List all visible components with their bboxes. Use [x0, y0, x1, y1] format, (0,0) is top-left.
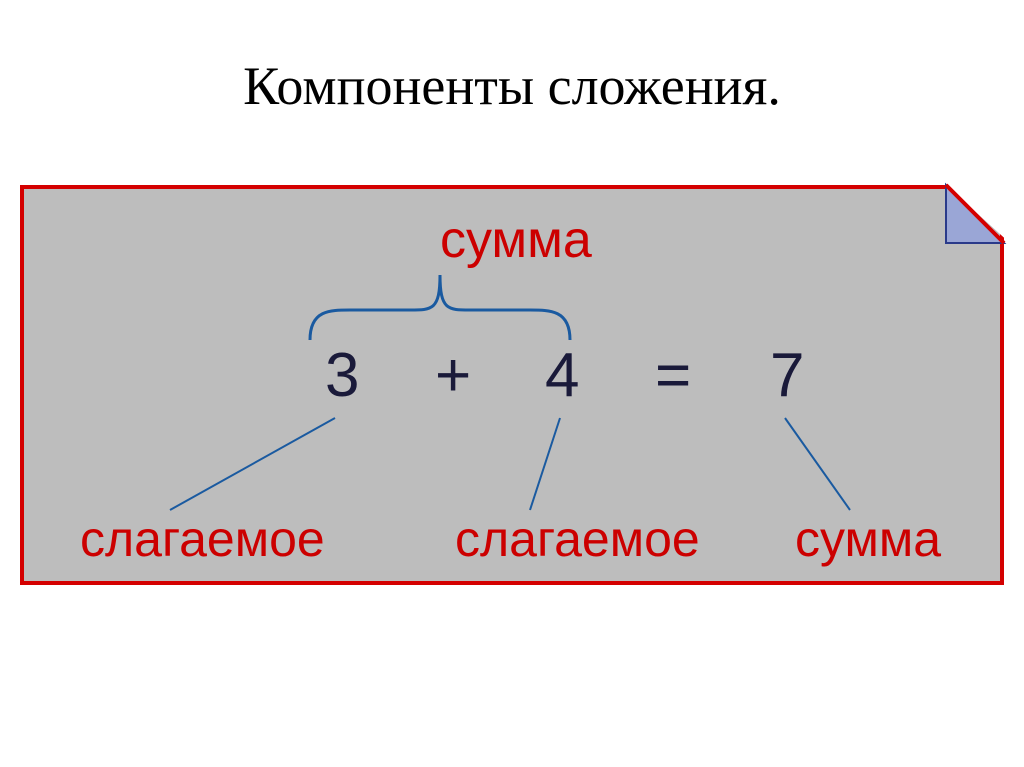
bottom-label-addend-2: слагаемое — [455, 510, 700, 568]
bottom-label-addend-1: слагаемое — [80, 510, 325, 568]
plus-operator: + — [435, 340, 471, 411]
equation: 3 + 4 = 7 — [0, 0, 1024, 767]
addend-1: 3 — [325, 340, 359, 411]
equals-operator: = — [655, 340, 691, 411]
slide: Компоненты сложения. сумма 3 + 4 = 7 сла… — [0, 0, 1024, 767]
sum-result: 7 — [770, 340, 804, 411]
addend-2: 4 — [545, 340, 579, 411]
bottom-label-sum: сумма — [795, 510, 941, 568]
